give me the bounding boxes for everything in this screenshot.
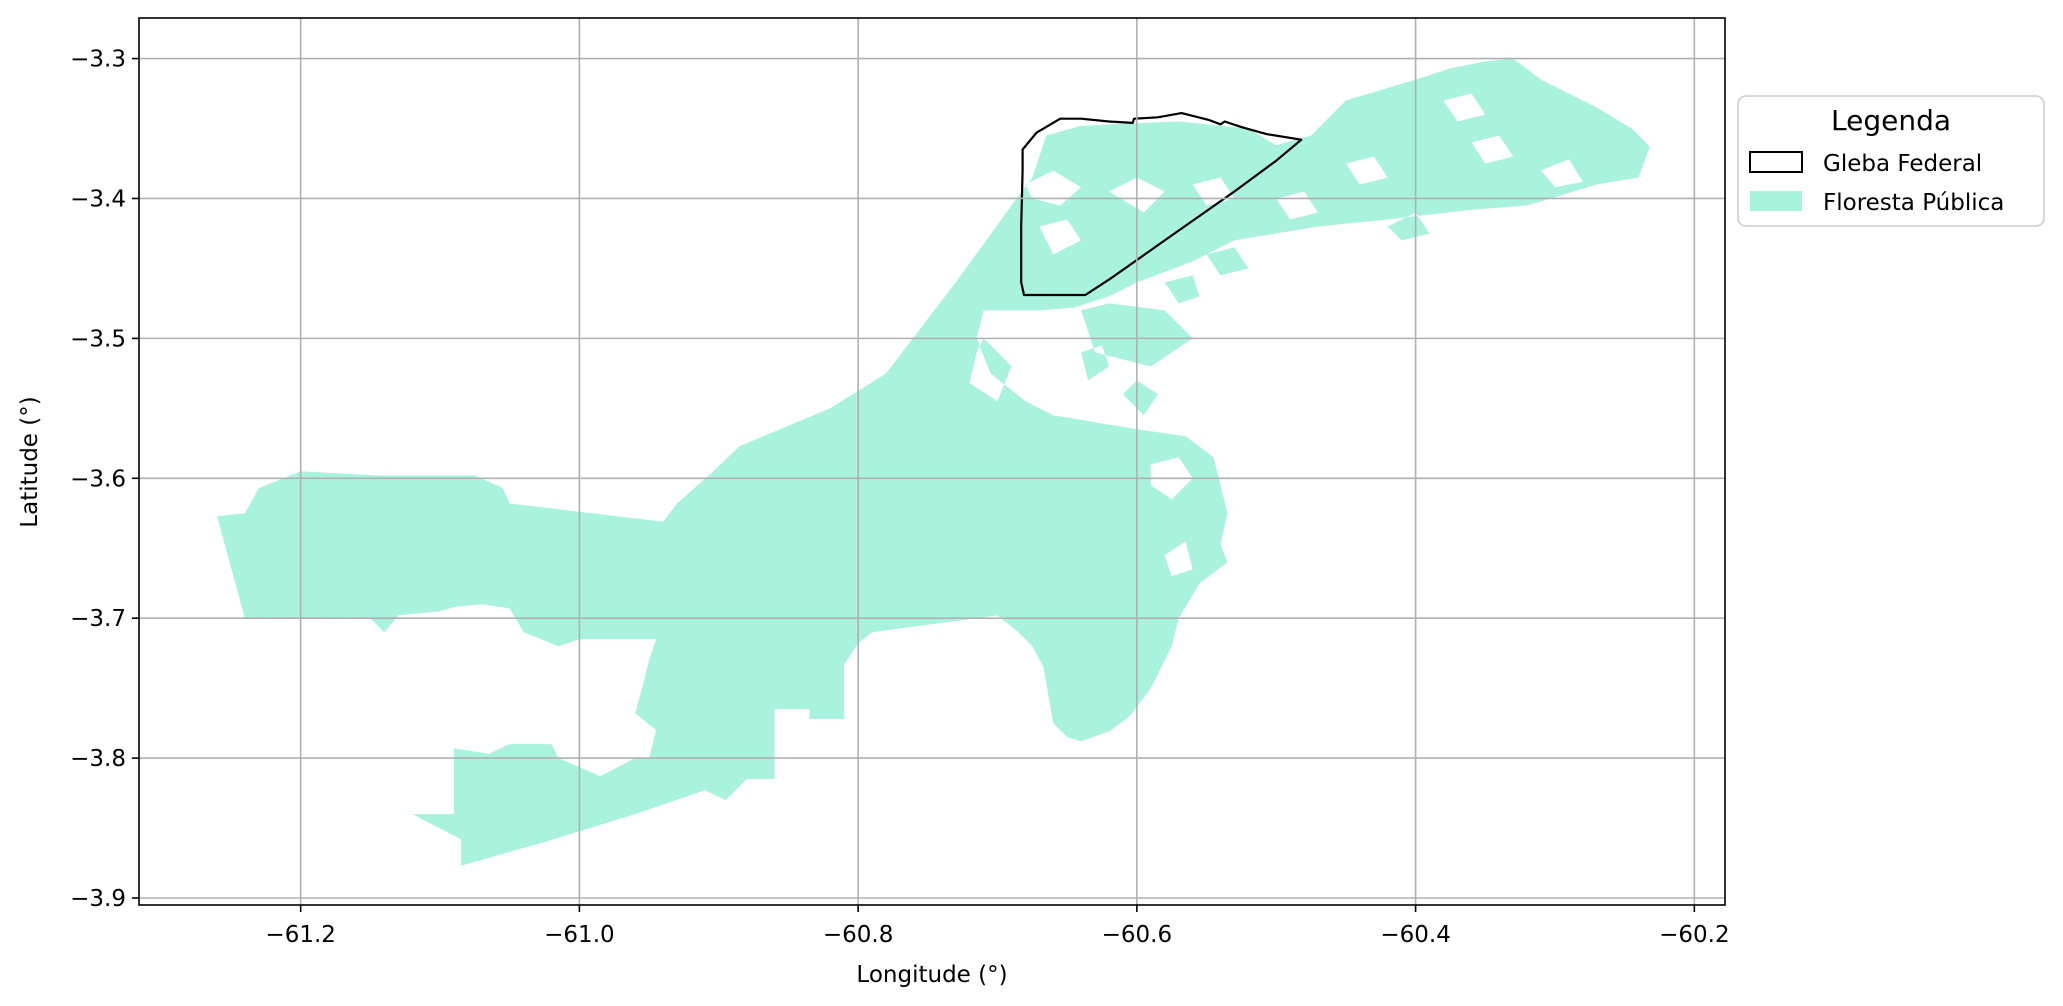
y-tick-label: −3.5: [70, 326, 126, 352]
y-tick-label: −3.4: [70, 186, 126, 212]
x-tick-label: −60.8: [823, 922, 893, 948]
x-axis-title: Longitude (°): [856, 962, 1007, 988]
y-tick-label: −3.9: [70, 886, 126, 912]
plot-frame: [138, 17, 1726, 906]
floresta-publica-layer: [217, 58, 1650, 866]
y-axis-title: Latitude (°): [17, 396, 43, 527]
x-tick-label: −60.6: [1102, 922, 1172, 948]
legend-label-gleba-federal: Gleba Federal: [1823, 151, 1982, 177]
gleba-federal-layer: [1020, 112, 1303, 297]
legend-title: Legenda: [1831, 104, 1951, 137]
y-axis: −3.3 −3.4 −3.5 −3.6 −3.7 −3.8 −3.9: [70, 47, 139, 912]
legend: Legenda Gleba Federal Floresta Pública: [1737, 95, 2045, 227]
x-tick-label: −60.4: [1380, 922, 1450, 948]
legend-box: [1737, 95, 2045, 227]
x-tick-label: −61.0: [544, 922, 614, 948]
floresta-publica-polygon: [217, 58, 1650, 866]
x-tick-label: −61.2: [265, 922, 335, 948]
legend-swatch-floresta-publica: [1750, 191, 1802, 211]
y-tick-label: −3.8: [70, 746, 126, 772]
legend-swatch-gleba-federal: [1749, 151, 1803, 173]
grid-lines: [139, 18, 1725, 905]
y-tick-label: −3.7: [70, 606, 126, 632]
x-axis: −61.2 −61.0 −60.8 −60.6 −60.4 −60.2: [265, 905, 1730, 948]
gleba-federal-polygon: [1020, 112, 1303, 297]
y-tick-label: −3.3: [70, 47, 126, 73]
y-tick-label: −3.6: [70, 466, 126, 492]
x-tick-label: −60.2: [1659, 922, 1729, 948]
legend-label-floresta-publica: Floresta Pública: [1823, 190, 2004, 216]
